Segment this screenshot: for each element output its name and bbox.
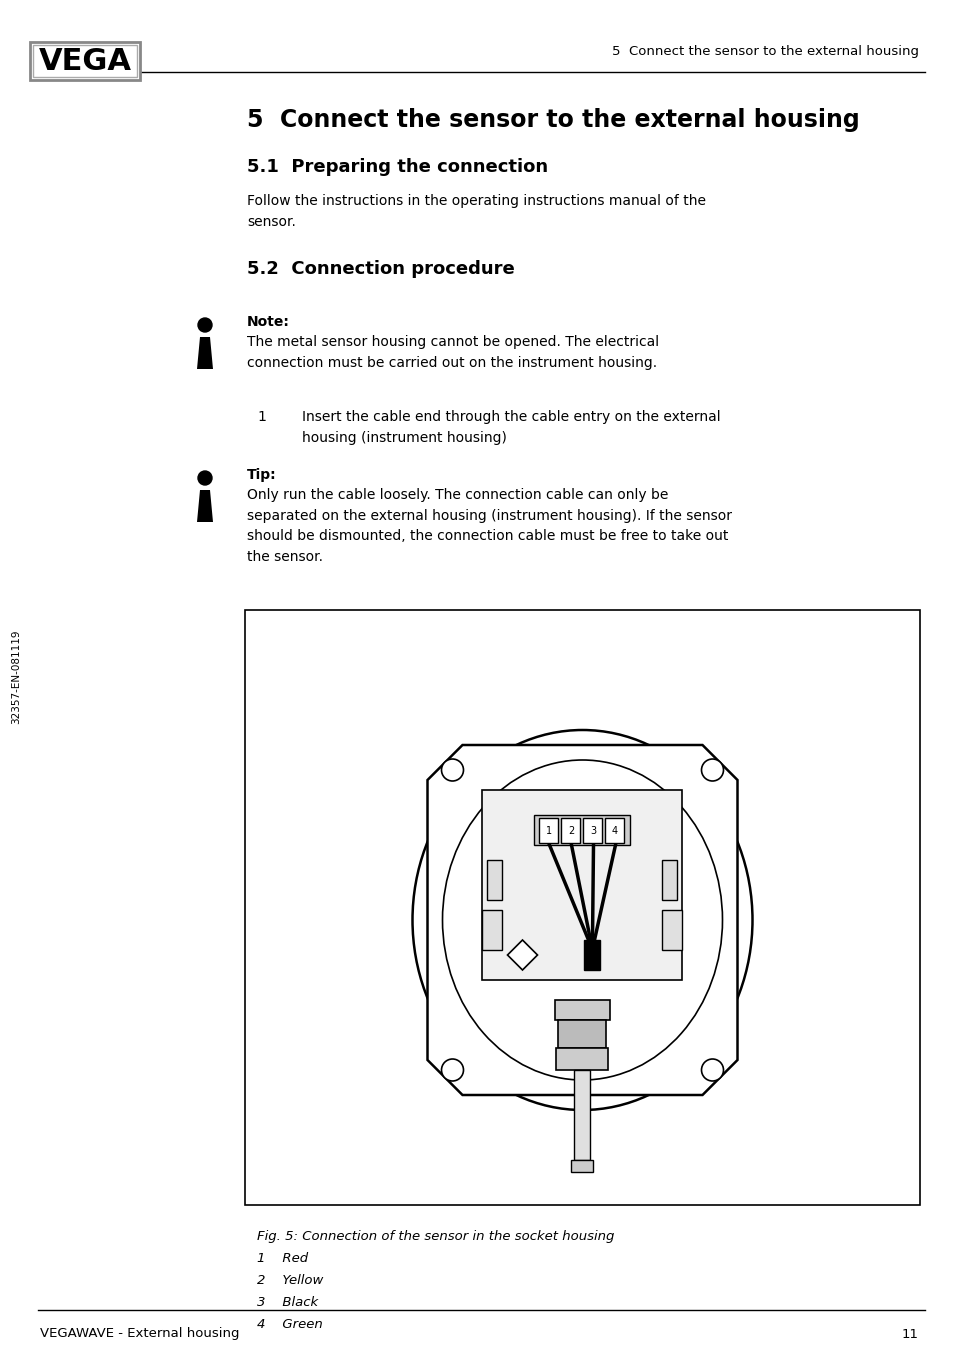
Text: 11: 11 [901, 1327, 918, 1340]
Text: The metal sensor housing cannot be opened. The electrical
connection must be car: The metal sensor housing cannot be opene… [247, 334, 659, 370]
Polygon shape [196, 490, 213, 523]
Text: 4    Green: 4 Green [256, 1317, 322, 1331]
FancyBboxPatch shape [584, 940, 599, 969]
Polygon shape [196, 337, 213, 370]
FancyBboxPatch shape [574, 1070, 590, 1160]
Circle shape [198, 318, 212, 332]
Text: 5.1  Preparing the connection: 5.1 Preparing the connection [247, 158, 548, 176]
FancyBboxPatch shape [571, 1160, 593, 1173]
Text: 2: 2 [567, 826, 574, 835]
Text: Follow the instructions in the operating instructions manual of the
sensor.: Follow the instructions in the operating… [247, 194, 705, 229]
FancyBboxPatch shape [605, 818, 624, 844]
Circle shape [441, 1059, 463, 1080]
Text: 1    Red: 1 Red [256, 1252, 308, 1265]
FancyBboxPatch shape [245, 611, 919, 1205]
FancyBboxPatch shape [487, 860, 502, 900]
Text: 4: 4 [611, 826, 618, 835]
FancyBboxPatch shape [556, 1048, 608, 1070]
Text: 5.2  Connection procedure: 5.2 Connection procedure [247, 260, 515, 278]
Polygon shape [507, 940, 537, 969]
FancyBboxPatch shape [534, 815, 630, 845]
Text: 3    Black: 3 Black [256, 1296, 317, 1309]
FancyBboxPatch shape [561, 818, 579, 844]
Circle shape [441, 760, 463, 781]
FancyBboxPatch shape [558, 1020, 606, 1048]
Text: VEGA: VEGA [38, 46, 132, 76]
Text: 32357-EN-081119: 32357-EN-081119 [11, 630, 21, 724]
FancyBboxPatch shape [661, 910, 681, 951]
Text: 5  Connect the sensor to the external housing: 5 Connect the sensor to the external hou… [612, 46, 918, 58]
FancyBboxPatch shape [30, 42, 140, 80]
Ellipse shape [412, 730, 752, 1110]
FancyBboxPatch shape [482, 789, 681, 980]
Polygon shape [427, 745, 737, 1095]
Circle shape [700, 1059, 722, 1080]
Text: VEGAWAVE - External housing: VEGAWAVE - External housing [40, 1327, 239, 1340]
Text: Tip:: Tip: [247, 468, 276, 482]
Text: 2    Yellow: 2 Yellow [256, 1274, 323, 1288]
FancyBboxPatch shape [482, 910, 502, 951]
FancyBboxPatch shape [661, 860, 677, 900]
Text: Fig. 5: Connection of the sensor in the socket housing: Fig. 5: Connection of the sensor in the … [256, 1229, 614, 1243]
Text: 1: 1 [545, 826, 552, 835]
Text: Only run the cable loosely. The connection cable can only be
separated on the ex: Only run the cable loosely. The connecti… [247, 487, 731, 563]
FancyBboxPatch shape [539, 818, 558, 844]
Text: 1: 1 [256, 410, 266, 424]
Circle shape [198, 471, 212, 485]
Text: Insert the cable end through the cable entry on the external
housing (instrument: Insert the cable end through the cable e… [302, 410, 720, 444]
Circle shape [700, 760, 722, 781]
FancyBboxPatch shape [555, 1001, 609, 1020]
Text: 5  Connect the sensor to the external housing: 5 Connect the sensor to the external hou… [247, 108, 859, 131]
Text: 3: 3 [589, 826, 596, 835]
FancyBboxPatch shape [583, 818, 602, 844]
Text: Note:: Note: [247, 315, 290, 329]
